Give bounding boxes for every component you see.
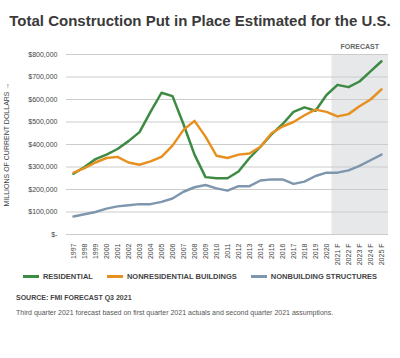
svg-text:2011: 2011 (224, 243, 231, 258)
svg-text:2024 F: 2024 F (367, 244, 374, 266)
svg-text:2004: 2004 (147, 243, 154, 259)
svg-text:2005: 2005 (158, 243, 165, 259)
svg-text:2018: 2018 (301, 243, 308, 259)
html-text:NONBUILDING STRUCTURES: NONBUILDING STRUCTURES (270, 271, 378, 281)
svg-text:2006: 2006 (169, 243, 176, 259)
svg-text:2021 F: 2021 F (334, 244, 341, 266)
svg-text:$400,000: $400,000 (28, 141, 57, 148)
svg-text:2007: 2007 (180, 243, 187, 259)
svg-text:2025 F: 2025 F (378, 244, 385, 266)
svg-text:2023 F: 2023 F (356, 244, 363, 266)
svg-text:2002: 2002 (125, 243, 132, 259)
html-text:NONRESIDENTIAL BUILDINGS: NONRESIDENTIAL BUILDINGS (126, 271, 237, 281)
svg-text:2020: 2020 (323, 243, 330, 259)
svg-text:$200,000: $200,000 (28, 186, 57, 193)
svg-text:2019: 2019 (312, 243, 319, 259)
html-text:RESIDENTIAL: RESIDENTIAL (42, 271, 93, 281)
svg-text:2022 F: 2022 F (345, 244, 352, 266)
svg-text:$600,000: $600,000 (28, 96, 57, 103)
svg-text:1999: 1999 (92, 243, 99, 259)
svg-text:1998: 1998 (81, 243, 88, 259)
svg-text:2008: 2008 (191, 243, 198, 259)
svg-text:1997: 1997 (70, 243, 77, 259)
svg-text:2016: 2016 (279, 243, 286, 259)
html-text:Total Construction Put in Plac: Total Construction Put in Place Estimate… (9, 12, 391, 29)
svg-text:2009: 2009 (202, 243, 209, 259)
svg-text:2012: 2012 (235, 243, 242, 259)
svg-text:MILLIONS OF CURRENT DOLLARS →: MILLIONS OF CURRENT DOLLARS → (3, 83, 10, 207)
svg-text:$100,000: $100,000 (28, 208, 57, 215)
svg-text:$-: $- (51, 231, 58, 238)
svg-text:FORECAST: FORECAST (341, 43, 380, 50)
svg-text:2000: 2000 (103, 243, 110, 259)
svg-text:2010: 2010 (213, 243, 220, 259)
svg-text:2014: 2014 (257, 243, 264, 259)
svg-text:2003: 2003 (136, 243, 143, 259)
svg-text:2013: 2013 (246, 243, 253, 259)
svg-text:$500,000: $500,000 (28, 118, 57, 125)
svg-text:2015: 2015 (268, 243, 275, 259)
svg-text:2001: 2001 (114, 243, 121, 259)
svg-text:$800,000: $800,000 (28, 51, 57, 58)
svg-text:$700,000: $700,000 (28, 73, 57, 80)
svg-text:2017: 2017 (290, 243, 297, 259)
svg-text:$300,000: $300,000 (28, 163, 57, 170)
html-text:SOURCE: FMI FORECAST Q3 2021: SOURCE: FMI FORECAST Q3 2021 (16, 294, 132, 301)
html-text:Third quarter 2021 forecast ba: Third quarter 2021 forecast based on fir… (16, 309, 334, 316)
